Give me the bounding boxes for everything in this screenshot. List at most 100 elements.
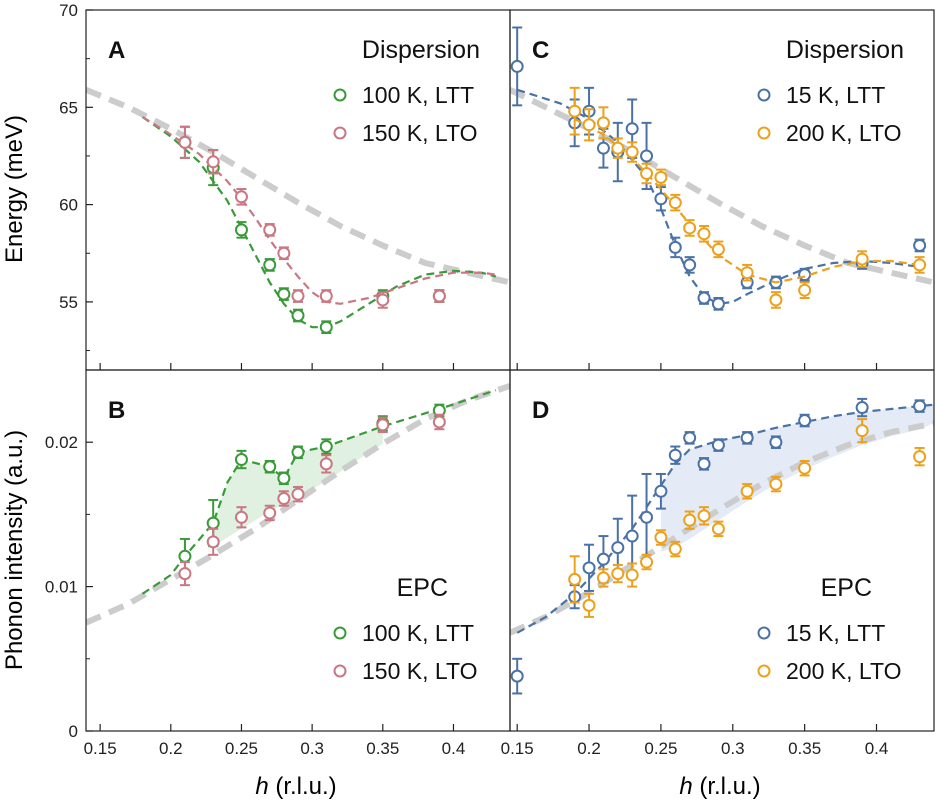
data-point <box>711 522 725 536</box>
data-point <box>178 135 192 149</box>
legend: 15 K, LTT 200 K, LTO <box>757 620 902 684</box>
series-orange <box>568 418 927 618</box>
data-point <box>798 461 812 475</box>
plot-area <box>510 397 934 695</box>
y-tick-label: 0 <box>69 722 78 741</box>
x-axis-label-h: h <box>679 773 692 800</box>
x-tick-label: 0.4 <box>442 739 466 758</box>
data-point <box>319 440 333 454</box>
data-point <box>568 572 582 586</box>
data-point <box>798 268 812 282</box>
x-tick-label: 0.25 <box>644 739 677 758</box>
x-axis-label-unit: (r.l.u.) <box>269 773 337 800</box>
data-point <box>683 513 697 527</box>
data-point <box>625 529 639 543</box>
data-point <box>178 549 192 563</box>
data-point <box>913 399 927 413</box>
data-point <box>376 293 390 307</box>
data-point <box>277 287 291 301</box>
data-point <box>510 669 524 683</box>
x-axis-label-left: h (r.l.u.) <box>255 773 336 800</box>
data-point <box>668 196 682 210</box>
data-point <box>683 221 697 235</box>
legend-label: 150 K, LTO <box>362 120 478 146</box>
legend-marker <box>333 664 347 678</box>
panel-border <box>509 9 935 371</box>
legend-label: 200 K, LTO <box>786 120 902 146</box>
data-point <box>263 460 277 474</box>
fit-line <box>141 116 497 329</box>
data-point <box>234 453 248 467</box>
x-axis-label-unit: (r.l.u.) <box>693 773 761 800</box>
data-point <box>291 445 305 459</box>
data-point <box>668 542 682 556</box>
data-point <box>798 414 812 428</box>
x-tick-label: 0.2 <box>159 739 183 758</box>
x-tick-label: 0.25 <box>225 739 258 758</box>
data-point <box>277 492 291 506</box>
legend-label: 150 K, LTO <box>362 658 478 684</box>
panel-d: 0.15 0.2 0.25 0.3 0.35 0.4 D EPC 15 K, LTT 200 K,… <box>501 397 934 758</box>
legend-label: 100 K, LTT <box>362 620 474 646</box>
data-point <box>568 104 582 118</box>
data-point <box>654 531 668 545</box>
x-tick-label: 0.15 <box>501 739 534 758</box>
panel-letter: D <box>532 397 549 424</box>
legend-marker <box>333 626 347 640</box>
legend-label: 15 K, LTT <box>786 620 885 646</box>
data-point <box>596 552 610 566</box>
data-point <box>178 567 192 581</box>
data-point <box>668 240 682 254</box>
data-point <box>319 289 333 303</box>
data-point <box>291 309 305 323</box>
data-point <box>855 252 869 266</box>
data-point <box>234 190 248 204</box>
series-pink <box>141 116 497 309</box>
series-blue <box>510 397 934 695</box>
data-point <box>263 258 277 272</box>
data-point <box>697 509 711 523</box>
legend: 100 K, LTT 150 K, LTO <box>333 82 478 146</box>
data-point <box>625 568 639 582</box>
data-point <box>277 246 291 260</box>
data-point <box>263 506 277 520</box>
fit-line <box>141 116 497 305</box>
data-point <box>683 258 697 272</box>
series-orange <box>568 86 927 309</box>
data-point <box>697 227 711 241</box>
x-axis-label-right: h (r.l.u.) <box>679 773 760 800</box>
legend-marker <box>757 88 771 102</box>
panel-letter: A <box>108 37 125 64</box>
data-point <box>582 118 596 132</box>
data-point <box>668 448 682 462</box>
panel-letter: C <box>532 37 549 64</box>
data-point <box>291 289 305 303</box>
legend: 15 K, LTT 200 K, LTO <box>757 82 902 146</box>
data-point <box>319 457 333 471</box>
data-point <box>611 541 625 555</box>
data-point <box>913 238 927 252</box>
panel-letter: B <box>108 397 125 424</box>
data-point <box>913 258 927 272</box>
panel-a: 55 60 65 70 A Dispersion 100 K, LTT 150 K, LTO <box>59 1 510 370</box>
data-point <box>654 170 668 184</box>
x-tick-label: 0.2 <box>577 739 601 758</box>
data-point <box>206 155 220 169</box>
legend: 100 K, LTT 150 K, LTO <box>333 620 478 684</box>
legend-marker <box>757 626 771 640</box>
legend-marker <box>757 664 771 678</box>
panel-b: 0 0.01 0.02 0.15 0.2 0.25 0.3 0.35 0.4 B EPC 100 K,… <box>45 383 510 758</box>
data-point <box>654 484 668 498</box>
y-tick-label: 0.01 <box>45 578 78 597</box>
x-tick-label: 0.3 <box>300 739 324 758</box>
data-point <box>654 192 668 206</box>
data-point <box>319 320 333 334</box>
y-axis-label-energy: Energy (meV) <box>1 115 28 263</box>
data-point <box>640 555 654 569</box>
plot-area <box>510 26 934 311</box>
panels-layer: 55 60 65 70 A Dispersion 100 K, LTT 150 K, LTO C… <box>45 1 934 758</box>
data-point <box>697 457 711 471</box>
shaded-region <box>660 404 934 552</box>
data-point <box>769 293 783 307</box>
